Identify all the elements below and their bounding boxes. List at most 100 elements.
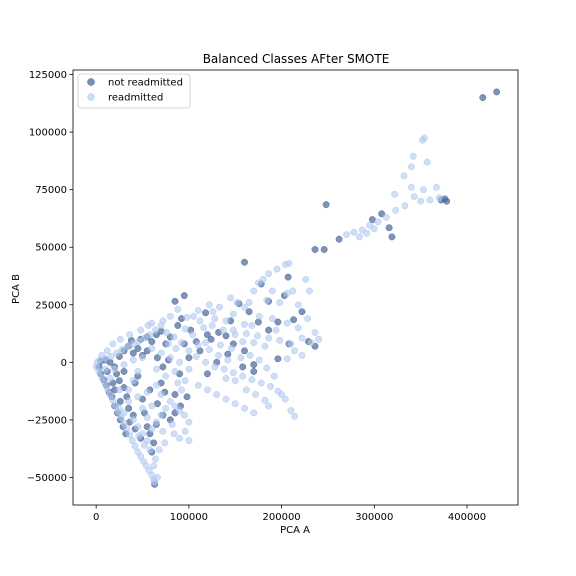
data-point <box>203 386 211 394</box>
plot-frame <box>72 69 519 506</box>
data-point <box>140 334 148 342</box>
data-point <box>270 372 278 380</box>
data-point <box>265 402 273 410</box>
data-point <box>115 377 123 385</box>
data-point <box>219 326 227 334</box>
data-point <box>254 318 262 326</box>
data-point <box>255 312 263 320</box>
data-point <box>385 224 393 232</box>
data-point <box>407 163 415 171</box>
data-point <box>129 349 137 357</box>
data-point <box>250 368 258 375</box>
data-point <box>98 373 106 381</box>
data-point <box>274 355 282 363</box>
data-point <box>183 393 191 401</box>
data-point <box>419 136 426 144</box>
data-point <box>322 201 330 209</box>
data-point <box>150 439 158 447</box>
data-point <box>320 246 328 253</box>
data-point <box>152 365 160 373</box>
data-point <box>307 339 315 347</box>
data-point <box>139 404 146 412</box>
data-point <box>209 308 217 316</box>
data-point <box>423 158 431 166</box>
data-point <box>180 411 188 419</box>
data-point <box>148 345 156 352</box>
data-point <box>281 395 289 403</box>
data-point <box>180 292 188 300</box>
data-point <box>131 442 139 450</box>
data-point <box>358 226 366 234</box>
data-point <box>159 317 167 325</box>
data-point <box>242 386 250 394</box>
data-point <box>196 317 204 325</box>
data-point <box>407 183 415 191</box>
data-point <box>129 356 137 364</box>
chart-title: Balanced Classes AFter SMOTE <box>203 52 390 66</box>
data-point <box>241 404 248 412</box>
data-point <box>185 347 193 355</box>
data-point <box>98 351 106 359</box>
data-point <box>106 374 114 382</box>
x-axis: 0 100000 200000 300000 400000 <box>93 505 486 523</box>
data-point <box>148 338 156 346</box>
x-axis-label: PCA A <box>280 525 310 536</box>
data-point <box>409 152 417 160</box>
data-point <box>267 383 274 390</box>
data-point <box>241 303 248 311</box>
data-point <box>259 275 267 283</box>
data-point <box>111 365 119 373</box>
data-point <box>228 345 235 352</box>
data-point <box>181 325 189 333</box>
data-point <box>335 235 343 243</box>
data-point <box>178 339 185 347</box>
data-point <box>291 347 299 355</box>
data-point <box>139 354 146 362</box>
data-point <box>171 368 179 375</box>
y-axis-label: PCA B <box>11 274 22 304</box>
data-point <box>144 322 152 329</box>
data-point <box>194 381 202 389</box>
x-tick-label: 400000 <box>448 512 486 523</box>
data-point <box>120 419 128 427</box>
data-point <box>113 349 121 357</box>
data-point <box>252 391 260 398</box>
data-point <box>146 331 154 339</box>
data-point <box>224 356 232 364</box>
data-point <box>250 409 258 417</box>
data-point <box>134 368 142 375</box>
data-point <box>343 231 350 239</box>
data-point <box>176 407 184 415</box>
y-tick-label: 0 <box>61 358 67 369</box>
data-point <box>311 246 319 253</box>
data-point <box>216 341 224 349</box>
points-layer <box>92 88 501 488</box>
data-point <box>190 312 197 320</box>
x-tick-label: 100000 <box>170 512 208 523</box>
data-point <box>224 350 232 358</box>
data-point <box>109 340 117 348</box>
y-axis: −50000 −25000 0 25000 50000 75000 100000 125000 <box>27 70 73 484</box>
data-point <box>202 339 210 347</box>
legend-box <box>77 73 191 109</box>
data-point <box>101 365 109 373</box>
legend-label: readmitted <box>108 93 163 104</box>
data-point <box>124 342 132 350</box>
data-point <box>241 347 248 355</box>
data-point <box>222 395 230 403</box>
data-point <box>239 372 247 380</box>
data-point <box>162 372 170 380</box>
data-point <box>151 478 159 486</box>
data-point <box>315 335 323 343</box>
y-tick-label: −50000 <box>27 473 67 484</box>
data-point <box>278 391 286 398</box>
data-point <box>366 221 374 229</box>
data-point <box>150 462 158 470</box>
data-point <box>152 326 159 334</box>
y-tick-label: 50000 <box>35 243 67 254</box>
data-point <box>203 370 211 378</box>
data-point <box>231 400 239 408</box>
data-point <box>143 414 151 421</box>
data-point <box>146 446 154 454</box>
data-point <box>250 361 258 369</box>
